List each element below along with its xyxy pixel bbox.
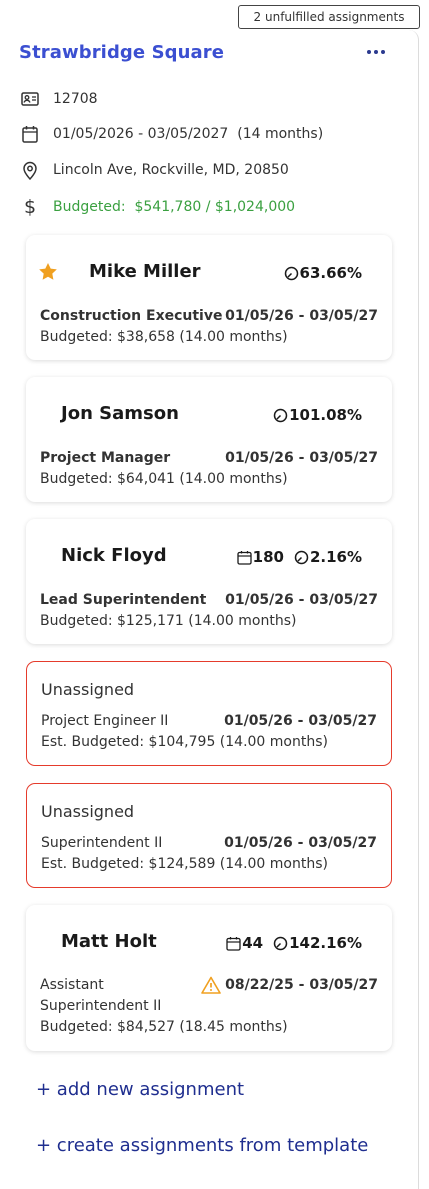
assignment-role: Lead Superintendent xyxy=(40,592,207,608)
project-title[interactable]: Strawbridge Square xyxy=(19,42,225,63)
clock-icon xyxy=(273,936,288,950)
assignment-role-line2: Superintendent II xyxy=(40,998,162,1014)
calendar-icon xyxy=(226,936,241,951)
unassigned-card[interactable]: Unassigned Superintendent II 01/05/26 - … xyxy=(26,783,392,888)
project-budget: Budgeted: $541,780 / $1,024,000 xyxy=(53,199,296,215)
assignment-stats: 180 2.16% xyxy=(227,548,362,566)
calendar-icon xyxy=(236,550,252,565)
utilization-stat: 2.16% xyxy=(294,548,362,566)
utilization-stat: 142.16% xyxy=(273,934,362,952)
assignee-name[interactable]: Jon Samson xyxy=(61,403,179,424)
create-from-template-link[interactable]: + create assignments from template xyxy=(36,1135,369,1156)
project-dates: 01/05/2026 - 03/05/2027 (14 months) xyxy=(53,126,324,142)
add-assignment-link[interactable]: + add new assignment xyxy=(36,1079,245,1100)
assignment-dates: 01/05/26 - 03/05/27 xyxy=(224,835,377,851)
assignment-budget: Budgeted: $125,171 (14.00 months) xyxy=(40,613,297,629)
project-budget-row: $ Budgeted: $541,780 / $1,024,000 xyxy=(20,196,296,218)
assignment-stats: 101.08% xyxy=(263,406,362,424)
star-icon xyxy=(38,262,58,285)
days-stat: 180 xyxy=(236,548,284,566)
id-card-icon xyxy=(20,89,40,109)
project-id-row: 12708 xyxy=(20,89,98,109)
utilization-stat: 101.08% xyxy=(273,406,362,424)
assignment-dates: 01/05/26 - 03/05/27 xyxy=(225,308,378,324)
utilization-percent: 142.16% xyxy=(289,934,362,952)
assignment-budget: Est. Budgeted: $124,589 (14.00 months) xyxy=(41,856,328,872)
assignee-name[interactable]: Matt Holt xyxy=(61,931,157,952)
dot xyxy=(367,50,371,54)
assignment-dates: 08/22/25 - 03/05/27 xyxy=(225,977,378,993)
days-count: 180 xyxy=(252,548,284,566)
assignment-budget: Est. Budgeted: $104,795 (14.00 months) xyxy=(41,734,328,750)
clock-icon xyxy=(294,550,309,564)
assignment-role: Superintendent II xyxy=(41,835,163,851)
clock-icon xyxy=(284,266,298,280)
assignment-stats: 44 142.16% xyxy=(216,934,362,952)
assignment-card[interactable]: Jon Samson 101.08% Project Manager 01/05… xyxy=(26,377,392,502)
utilization-percent: 63.66% xyxy=(299,264,362,282)
unassigned-label: Unassigned xyxy=(41,680,135,699)
utilization-stat: 63.66% xyxy=(284,264,362,282)
dollar-icon: $ xyxy=(23,196,37,218)
dot xyxy=(374,50,378,54)
assignment-budget: Budgeted: $84,527 (18.45 months) xyxy=(40,1019,288,1035)
calendar-icon xyxy=(20,124,40,144)
assignment-dates: 01/05/26 - 03/05/27 xyxy=(225,450,378,466)
assignment-card[interactable]: Matt Holt 44 142.16% Assistant Superinte… xyxy=(26,905,392,1051)
more-options-button[interactable] xyxy=(362,40,390,64)
assignment-role: Project Manager xyxy=(40,450,171,466)
assignee-name[interactable]: Nick Floyd xyxy=(61,545,167,566)
unassigned-label: Unassigned xyxy=(41,802,135,821)
assignment-card[interactable]: Mike Miller 63.66% Construction Executiv… xyxy=(26,235,392,360)
assignment-budget: Budgeted: $38,658 (14.00 months) xyxy=(40,329,288,345)
assignee-name[interactable]: Mike Miller xyxy=(89,261,201,282)
unfulfilled-assignments-badge[interactable]: 2 unfulfilled assignments xyxy=(238,5,420,29)
utilization-percent: 2.16% xyxy=(309,548,362,566)
assignment-budget: Budgeted: $64,041 (14.00 months) xyxy=(40,471,288,487)
warning-icon[interactable] xyxy=(201,976,221,998)
assignment-role: Project Engineer II xyxy=(41,713,169,729)
project-address-row: Lincoln Ave, Rockville, MD, 20850 xyxy=(20,160,289,180)
clock-icon xyxy=(273,408,288,422)
assignment-role: Construction Executive xyxy=(40,308,223,324)
assignment-dates: 01/05/26 - 03/05/27 xyxy=(224,713,377,729)
assignment-dates: 01/05/26 - 03/05/27 xyxy=(225,592,378,608)
project-id: 12708 xyxy=(53,91,98,107)
project-address: Lincoln Ave, Rockville, MD, 20850 xyxy=(53,162,289,178)
location-pin-icon xyxy=(20,160,40,180)
days-stat: 44 xyxy=(226,934,263,952)
unassigned-card[interactable]: Unassigned Project Engineer II 01/05/26 … xyxy=(26,661,392,766)
utilization-percent: 101.08% xyxy=(289,406,362,424)
assignment-stats: 63.66% xyxy=(274,264,362,282)
assignment-card[interactable]: Nick Floyd 180 2.16% Lead Superintendent… xyxy=(26,519,392,644)
assignment-role-line1: Assistant xyxy=(40,977,104,993)
days-count: 44 xyxy=(242,934,264,952)
project-dates-row: 01/05/2026 - 03/05/2027 (14 months) xyxy=(20,124,323,144)
dot xyxy=(381,50,385,54)
